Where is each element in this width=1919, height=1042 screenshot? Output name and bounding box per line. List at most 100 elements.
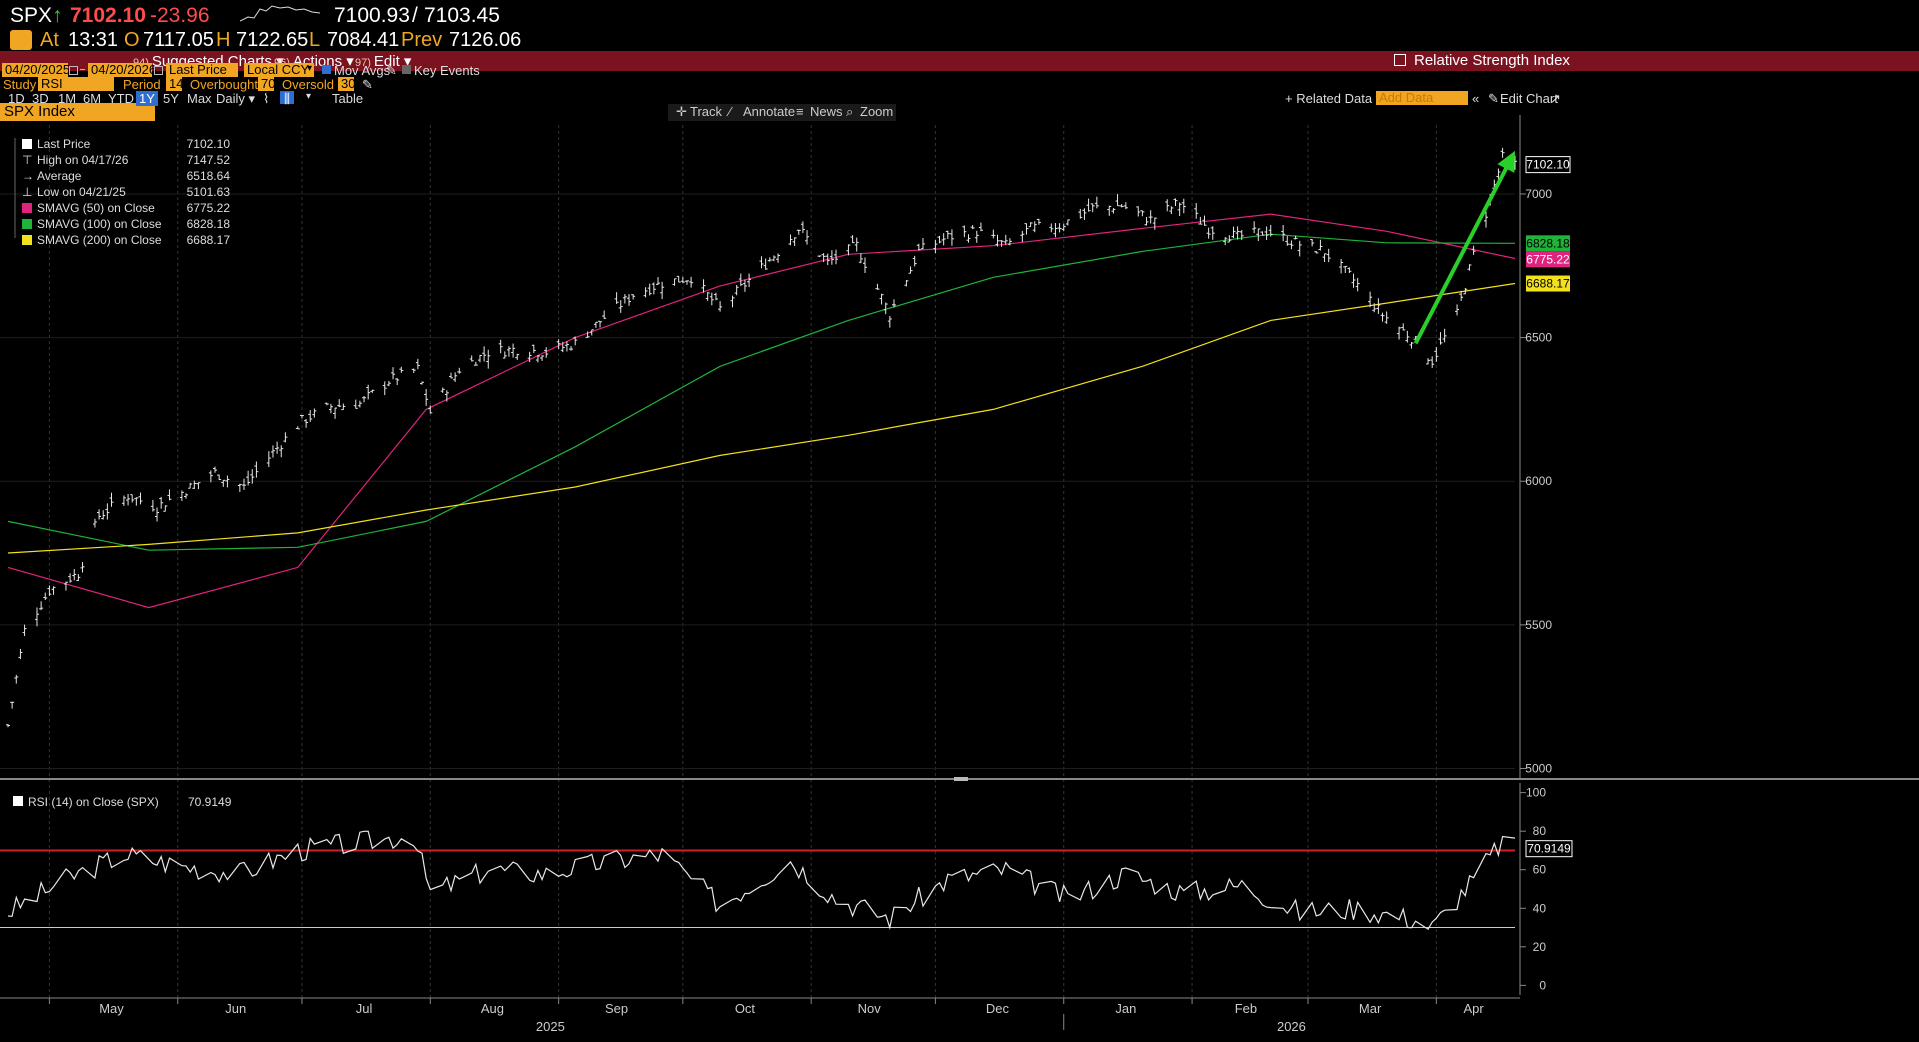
price-bar: [763, 258, 768, 270]
price-bar: [564, 341, 569, 352]
start-date-field[interactable]: 04/20/2025: [2, 63, 70, 77]
end-date-field[interactable]: 04/20/2026: [88, 63, 156, 77]
price-bar: [593, 321, 598, 328]
pencil-icon[interactable]: ✎: [386, 63, 397, 78]
range-row: 1D 3D 1M 6M YTD 1Y 5Y Max Daily ▾ ⌇ ⫼ ▾ …: [0, 91, 1919, 106]
trend-arrow-annotation: [1413, 150, 1515, 345]
legend-swatch: [22, 235, 32, 245]
price-bar: [51, 586, 56, 595]
price-bar: [444, 390, 449, 402]
calendar-icon[interactable]: [69, 66, 78, 75]
legend-entry: SMAVG (100) on Close 6828.18: [22, 217, 230, 231]
price-field-select[interactable]: Last Price: [166, 63, 238, 77]
price-bar: [1235, 226, 1240, 240]
add-data-field[interactable]: Add Data: [1376, 91, 1468, 105]
price-bar: [241, 478, 246, 490]
high-value: 7122.65: [236, 29, 309, 51]
price-bar: [440, 387, 445, 393]
annotate-button[interactable]: Annotate: [743, 104, 795, 119]
panel-resize-handle[interactable]: [954, 777, 968, 781]
study-select[interactable]: RSI: [38, 77, 114, 91]
track-icon[interactable]: ✛: [676, 104, 687, 119]
range-ytd[interactable]: YTD: [108, 91, 134, 106]
export-chart-button[interactable]: Relative Strength Index: [1394, 52, 1570, 69]
range-3d[interactable]: 3D: [32, 91, 49, 106]
key-events-label[interactable]: Key Events: [414, 63, 480, 78]
calendar-icon[interactable]: [154, 66, 163, 75]
price-tag-box: [1525, 156, 1571, 174]
zoom-button[interactable]: Zoom: [860, 104, 893, 119]
chart-type-dropdown-icon[interactable]: ▾: [306, 91, 312, 102]
price-bar: [850, 235, 855, 244]
line-chart-icon[interactable]: ⌇: [263, 91, 270, 106]
price-bar: [1111, 208, 1116, 214]
overbought-field[interactable]: 70: [258, 77, 275, 91]
oversold-field[interactable]: 30: [338, 77, 355, 91]
price-bar: [341, 403, 346, 411]
price-bar: [788, 234, 793, 246]
legend-entry: → Average 6518.64: [22, 169, 230, 183]
currency-dropdown-icon[interactable]: ▾: [307, 63, 313, 74]
range-1m[interactable]: 1M: [58, 91, 77, 106]
up-arrow-icon: ↑: [52, 4, 63, 27]
range-6m[interactable]: 6M: [83, 91, 102, 106]
price-bar: [138, 492, 143, 505]
price-bar: [776, 253, 781, 263]
price-bar: [1036, 218, 1041, 225]
legend-label: SMAVG (50) on Close: [37, 201, 155, 215]
price-bar: [63, 581, 68, 591]
collapse-icon[interactable]: «: [1472, 91, 1480, 106]
price-bar: [453, 372, 458, 382]
news-icon[interactable]: ≡: [796, 104, 804, 119]
legend-label: SMAVG (200) on Close: [37, 233, 162, 247]
price-bar: [208, 470, 213, 483]
track-button[interactable]: Track: [690, 104, 723, 119]
currency-select[interactable]: Local CCY: [244, 63, 314, 77]
price-bar: [266, 451, 271, 467]
mov-avgs-label[interactable]: Mov Avgs: [334, 63, 391, 78]
bar-chart-icon[interactable]: ⫼: [280, 91, 294, 106]
price-bar: [1123, 202, 1128, 210]
range-5y[interactable]: 5Y: [163, 91, 179, 106]
period-field[interactable]: 14: [166, 77, 183, 91]
x-month-label: Sep: [605, 1001, 628, 1016]
price-bar: [328, 403, 333, 414]
rsi-y-axis: 0 20 40 60 80 100 70.9149: [1519, 783, 1573, 995]
price-bar: [825, 253, 830, 266]
price-bar: [585, 331, 590, 338]
range-1y[interactable]: 1Y: [136, 91, 158, 106]
price-tag: 6828.18: [1526, 235, 1570, 252]
edit-chart-pencil-icon[interactable]: ✎: [1488, 91, 1499, 106]
x-month-label: Oct: [735, 1001, 756, 1016]
table-button[interactable]: Table: [332, 91, 364, 106]
price-bar: [424, 389, 429, 406]
price-bar: [155, 507, 160, 522]
frequency-select[interactable]: Daily ▾: [216, 91, 256, 106]
related-data-button[interactable]: + Related Data ▾: [1285, 91, 1383, 106]
expand-icon[interactable]: ↗: [1550, 91, 1561, 106]
zoom-icon[interactable]: ⌕: [846, 104, 853, 119]
price-bar: [767, 257, 772, 262]
edit-chart-button[interactable]: Edit Chart: [1500, 91, 1558, 106]
security-field[interactable]: SPX Index: [0, 103, 155, 121]
price-bar: [1380, 312, 1385, 322]
range-max[interactable]: Max: [187, 91, 212, 106]
price-bar: [1368, 291, 1373, 308]
annotate-icon[interactable]: ⁄: [726, 104, 733, 119]
mov-avgs-checkbox[interactable]: [322, 65, 331, 74]
pencil-icon[interactable]: ✎: [362, 77, 373, 92]
price-bar: [357, 400, 362, 408]
price-bar: [709, 292, 714, 306]
range-1d[interactable]: 1D: [8, 91, 25, 106]
price-tick-label: 6500: [1525, 331, 1552, 345]
key-events-checkbox[interactable]: [402, 65, 411, 74]
news-button[interactable]: News: [810, 104, 843, 119]
legend-value: 7102.10: [187, 137, 231, 151]
price-bar: [324, 402, 329, 406]
price-bar: [1252, 221, 1257, 234]
price-bar: [941, 233, 946, 246]
price-bar: [477, 354, 482, 363]
price-bar: [308, 410, 313, 422]
price-bar: [589, 329, 594, 336]
